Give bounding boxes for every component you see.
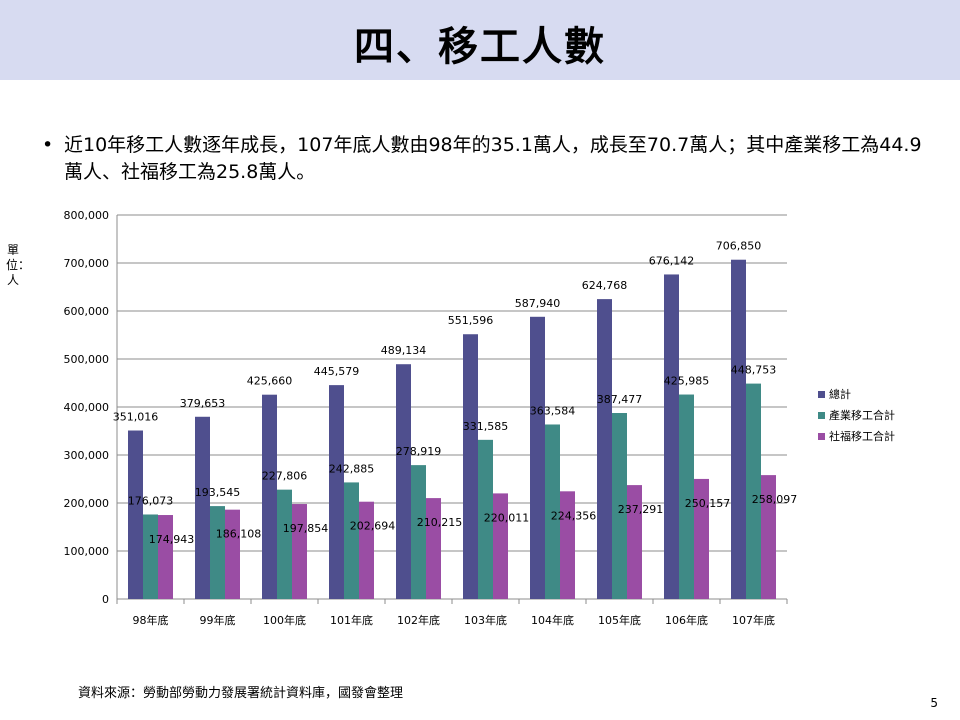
y-tick-label: 600,000 (64, 305, 110, 318)
x-tick-label: 98年底 (133, 613, 169, 627)
legend-swatch (818, 412, 825, 419)
bar (411, 465, 426, 599)
y-tick-label: 700,000 (64, 257, 110, 270)
data-label: 489,134 (381, 344, 427, 357)
bar (359, 501, 374, 599)
data-label: 351,016 (113, 411, 159, 424)
data-label: 425,660 (247, 375, 293, 388)
x-tick-label: 99年底 (200, 613, 236, 627)
data-label: 551,596 (448, 314, 494, 327)
y-tick-label: 400,000 (64, 401, 110, 414)
bar (396, 364, 411, 599)
bar (731, 259, 746, 599)
data-label: 237,291 (618, 503, 664, 516)
bar (746, 383, 761, 599)
data-label: 331,585 (463, 420, 509, 433)
bar (761, 475, 776, 599)
bar (627, 485, 642, 599)
data-label: 278,919 (396, 445, 442, 458)
data-label: 193,545 (195, 486, 241, 499)
bar (694, 478, 709, 599)
data-label: 250,157 (685, 497, 731, 510)
data-label: 706,850 (716, 240, 762, 253)
source-note: 資料來源：勞動部勞動力發展署統計資料庫，國發會整理 (78, 686, 404, 701)
bar (262, 394, 277, 599)
slide-title: 四、移工人數 (354, 24, 606, 70)
data-label: 202,694 (350, 520, 396, 533)
data-label: 445,579 (314, 365, 360, 378)
x-tick-label: 103年底 (464, 613, 507, 627)
data-label: 242,885 (329, 462, 375, 475)
data-label: 224,356 (551, 509, 597, 522)
legend-label: 社福移工合計 (829, 429, 895, 443)
y-tick-label: 100,000 (64, 545, 110, 558)
data-label: 258,097 (752, 493, 798, 506)
bar (426, 498, 441, 599)
data-label: 363,584 (530, 404, 576, 417)
bar (329, 385, 344, 599)
data-label: 197,854 (283, 522, 329, 535)
bar (143, 514, 158, 599)
legend-swatch (818, 391, 825, 398)
data-label: 448,753 (731, 364, 777, 377)
bar (493, 493, 508, 599)
bar (545, 424, 560, 599)
bar (560, 491, 575, 599)
bar-chart: 0 100,000 200,000 300,000 400,000 500,000 600,… (64, 209, 896, 627)
data-label: 676,142 (649, 254, 695, 267)
bar (195, 416, 210, 599)
bar (478, 439, 493, 599)
y-tick-label: 0 (102, 593, 109, 606)
y-tick-label: 800,000 (64, 209, 110, 222)
bar (210, 506, 225, 599)
bar (344, 482, 359, 599)
data-label: 425,985 (664, 375, 710, 388)
data-label: 210,215 (417, 516, 463, 529)
data-label: 587,940 (515, 297, 561, 310)
y-tick-label: 300,000 (64, 449, 110, 462)
bar (463, 334, 478, 599)
bar (530, 316, 545, 599)
data-label: 227,806 (262, 470, 308, 483)
bar (597, 299, 612, 599)
x-tick-label: 101年底 (330, 613, 373, 627)
page-number: 5 (930, 696, 938, 710)
legend-swatch (818, 433, 825, 440)
data-label: 387,477 (597, 393, 643, 406)
x-tick-label: 106年底 (665, 613, 708, 627)
data-label: 220,011 (484, 511, 530, 524)
bar (158, 515, 173, 599)
x-tick-label: 107年底 (732, 613, 775, 627)
bar (277, 489, 292, 599)
bar (664, 274, 679, 599)
bar (679, 394, 694, 599)
bullet-symbol: • (42, 134, 54, 156)
bar (612, 413, 627, 599)
legend-label: 產業移工合計 (829, 408, 895, 422)
bullet-text: 近10年移工人數逐年成長，107年底人數由98年的35.1萬人，成長至70.7萬… (64, 134, 922, 183)
data-label: 174,943 (149, 533, 195, 546)
data-label: 176,073 (128, 494, 174, 507)
bar (292, 504, 307, 599)
x-tick-label: 104年底 (531, 613, 574, 627)
x-tick-label: 102年底 (397, 613, 440, 627)
x-tick-label: 105年底 (598, 613, 641, 627)
data-label: 186,108 (216, 528, 262, 541)
data-label: 624,768 (582, 279, 628, 292)
bar (225, 509, 240, 599)
y-tick-label: 200,000 (64, 497, 110, 510)
bar (128, 430, 143, 599)
data-label: 379,653 (180, 397, 226, 410)
x-tick-label: 100年底 (263, 613, 306, 627)
legend-label: 總計 (829, 387, 851, 401)
title-band (0, 0, 960, 80)
y-tick-label: 500,000 (64, 353, 110, 366)
